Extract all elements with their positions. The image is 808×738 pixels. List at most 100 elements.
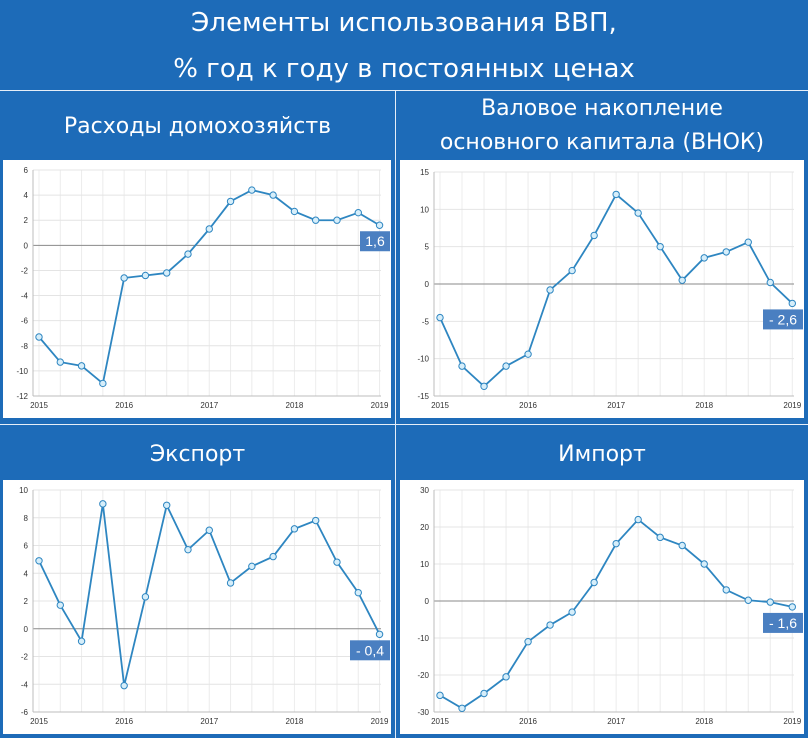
- data-point: [311, 516, 320, 525]
- data-point: [744, 596, 752, 604]
- data-point: [99, 379, 107, 388]
- data-point: [375, 630, 384, 639]
- y-tick-label: 6: [24, 166, 29, 175]
- x-tick-label: 2018: [695, 717, 713, 726]
- data-point: [788, 603, 796, 611]
- y-tick-label: 0: [425, 597, 430, 606]
- panel-title-investment-line-2: основного капитала (ВНОК): [439, 130, 765, 155]
- y-tick-label: 0: [425, 280, 430, 289]
- chart-household: 6 4 2 0 -2 -4 -6 -8 -10 -12 2015 2016 2017 2018 2019 1,…: [3, 160, 391, 418]
- last-value-label: - 2,6: [763, 309, 803, 330]
- header-divider: [0, 90, 808, 91]
- data-point: [678, 541, 686, 550]
- data-point: [634, 209, 642, 217]
- data-point: [141, 271, 150, 280]
- y-tick-label: 20: [420, 523, 429, 532]
- data-point: [120, 681, 128, 690]
- data-point: [480, 382, 488, 390]
- panel-title-import: Импорт: [396, 438, 808, 472]
- panel-title-import-line-1: Импорт: [558, 442, 646, 467]
- data-point: [354, 208, 362, 217]
- y-tick-label: 4: [24, 191, 29, 200]
- data-point: [480, 689, 488, 698]
- data-point: [333, 558, 341, 566]
- data-point: [269, 191, 277, 199]
- data-point: [333, 216, 341, 224]
- data-point: [354, 588, 362, 597]
- data-point: [546, 286, 554, 294]
- x-tick-label: 2017: [607, 717, 625, 726]
- y-tick-label: -10: [16, 367, 28, 376]
- last-value-label-bg: [763, 612, 803, 633]
- data-point: [56, 358, 64, 366]
- data-point: [269, 552, 277, 561]
- row-divider: [0, 424, 808, 425]
- panel-title-export: Экспорт: [0, 438, 395, 472]
- y-tick-label: 30: [420, 486, 429, 495]
- x-tick-label: 2018: [695, 401, 713, 410]
- last-value-label-bg: [360, 231, 390, 252]
- y-tick-label: 5: [425, 243, 430, 252]
- data-point: [766, 278, 774, 287]
- y-tick-label: -10: [417, 634, 429, 643]
- y-tick-label: -4: [21, 292, 29, 301]
- x-tick-label: 2016: [115, 401, 133, 410]
- column-divider: [395, 90, 396, 738]
- data-point: [290, 525, 299, 533]
- last-value-label-text: - 0,4: [356, 642, 384, 658]
- y-tick-label: 6: [24, 542, 29, 551]
- x-tick-label: 2015: [30, 717, 48, 726]
- x-tick-label: 2018: [286, 401, 304, 410]
- main-title-line-2: % год к году в постоянных ценах: [173, 54, 635, 84]
- chart-investment: 15 10 5 0 -5 -10 -15 2015 2016 2017 2018 2019 - 2,6: [400, 160, 804, 418]
- x-tick-label: 2015: [431, 401, 449, 410]
- y-tick-label: 2: [24, 216, 29, 225]
- x-tick-label: 2019: [783, 401, 801, 410]
- data-point: [248, 186, 256, 194]
- data-point: [656, 242, 664, 251]
- data-point: [375, 221, 384, 229]
- last-value-label: 1,6: [360, 231, 390, 252]
- chart-export: 10 8 6 4 2 0 -2 -4 -6 2015 2016 2017 2018 2019 - 0,4: [3, 480, 391, 734]
- panel-title-investment-line-1: Валовое накопление: [481, 96, 723, 121]
- x-tick-label: 2015: [431, 717, 449, 726]
- x-tick-label: 2019: [371, 717, 389, 726]
- gridlines: [434, 489, 794, 713]
- y-tick-label: 15: [420, 168, 429, 177]
- data-point: [700, 560, 708, 568]
- x-tick-label: 2016: [115, 717, 133, 726]
- y-tick-label: 2: [24, 597, 29, 606]
- y-tick-label: 10: [19, 486, 28, 495]
- data-point: [163, 269, 171, 277]
- last-value-label-text: - 2,6: [769, 311, 797, 327]
- data-point: [205, 526, 213, 534]
- data-point: [77, 362, 86, 370]
- x-tick-label: 2016: [519, 717, 537, 726]
- data-point: [290, 207, 299, 216]
- y-tick-label: -6: [21, 708, 29, 717]
- gridlines: [33, 169, 381, 397]
- data-point: [184, 545, 192, 554]
- data-point: [656, 533, 664, 542]
- data-point: [546, 621, 554, 629]
- x-tick-label: 2016: [519, 401, 537, 410]
- data-point: [56, 601, 64, 609]
- x-tick-label: 2017: [200, 717, 218, 726]
- data-point: [612, 539, 620, 548]
- data-point: [226, 579, 235, 587]
- data-point: [163, 501, 171, 509]
- y-tick-label: 10: [420, 560, 429, 569]
- last-value-label: - 0,4: [350, 640, 390, 661]
- y-tick-label: -12: [16, 392, 28, 401]
- last-value-label-bg: [350, 640, 390, 661]
- y-tick-label: -2: [21, 653, 29, 662]
- panel-title-export-line-1: Экспорт: [149, 442, 246, 467]
- x-tick-label: 2015: [30, 401, 48, 410]
- y-tick-label: -6: [21, 317, 29, 326]
- y-tick-label: 8: [24, 514, 29, 523]
- x-tick-label: 2017: [607, 401, 625, 410]
